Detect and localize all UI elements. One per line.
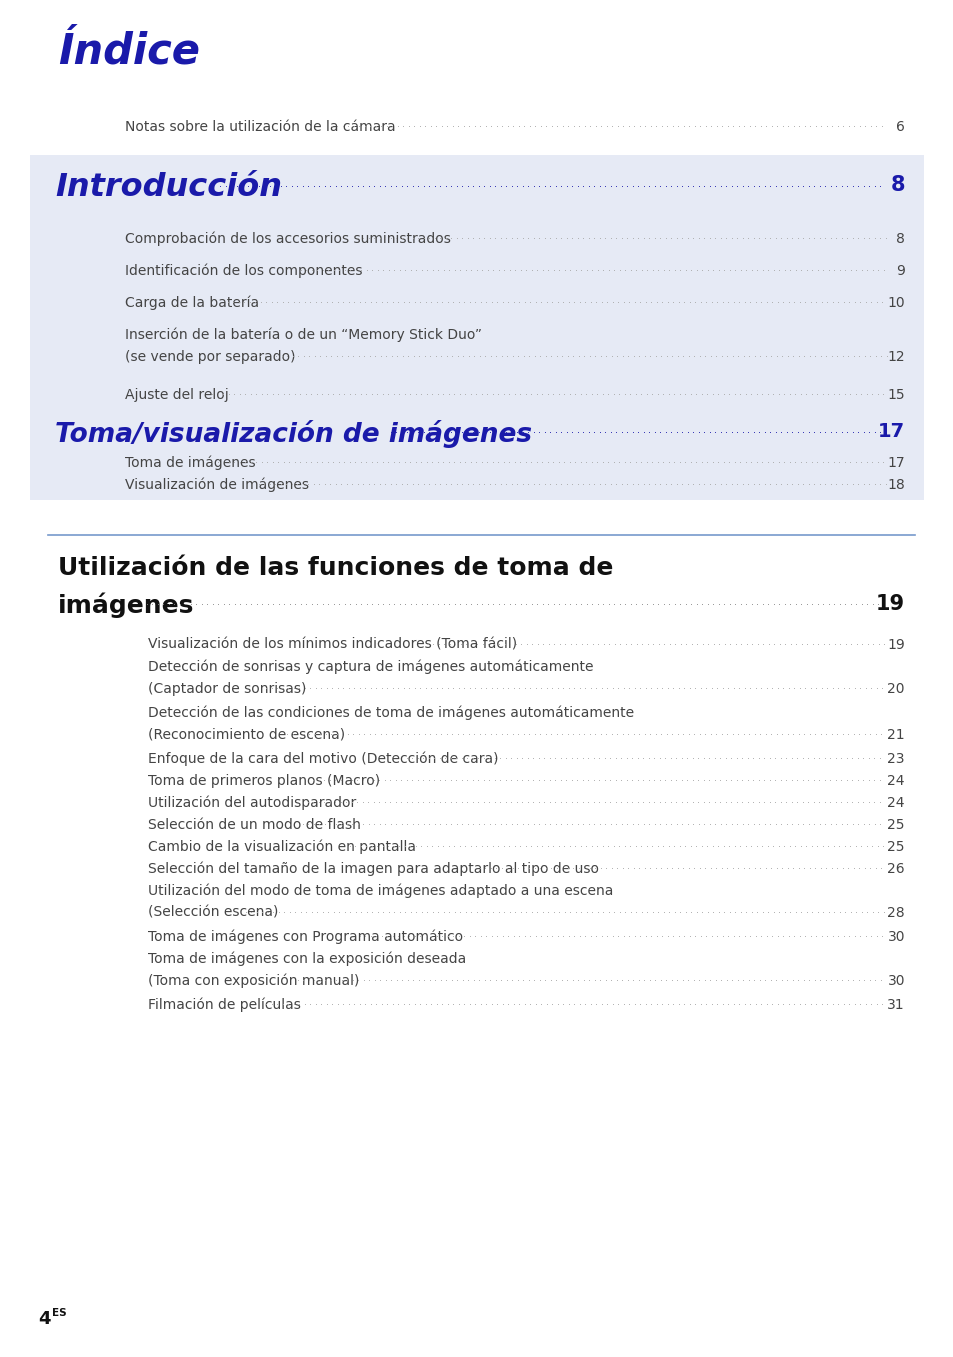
Text: 8: 8 (895, 232, 904, 246)
Text: 31: 31 (886, 997, 904, 1012)
Text: Enfoque de la cara del motivo (Detección de cara): Enfoque de la cara del motivo (Detección… (148, 752, 498, 767)
Text: 28: 28 (886, 906, 904, 920)
Text: Toma de imágenes: Toma de imágenes (125, 456, 255, 471)
Text: Toma de imágenes con Programa automático: Toma de imágenes con Programa automático (148, 930, 462, 944)
Text: 17: 17 (886, 456, 904, 470)
Text: 17: 17 (877, 422, 904, 441)
Text: Ajuste del reloj: Ajuste del reloj (125, 388, 229, 402)
Text: ES: ES (52, 1308, 67, 1318)
Text: 25: 25 (886, 818, 904, 832)
Text: Identificación de los componentes: Identificación de los componentes (125, 265, 362, 278)
Text: (Captador de sonrisas): (Captador de sonrisas) (148, 683, 306, 696)
Bar (30, 155, 923, 499)
Text: Filmación de películas: Filmación de películas (148, 997, 300, 1012)
Text: Introducción: Introducción (55, 172, 282, 204)
Text: (Reconocimiento de escena): (Reconocimiento de escena) (148, 727, 345, 742)
Text: 30: 30 (886, 930, 904, 944)
Text: (Selección escena): (Selección escena) (148, 906, 278, 920)
Text: 25: 25 (886, 840, 904, 854)
Text: 15: 15 (886, 388, 904, 402)
Text: 9: 9 (895, 265, 904, 278)
Text: Comprobación de los accesorios suministrados: Comprobación de los accesorios suministr… (125, 232, 451, 247)
Text: 24: 24 (886, 797, 904, 810)
Text: Utilización del autodisparador: Utilización del autodisparador (148, 797, 355, 810)
Text: 12: 12 (886, 350, 904, 364)
Text: Utilización de las funciones de toma de: Utilización de las funciones de toma de (58, 556, 613, 579)
Text: Cambio de la visualización en pantalla: Cambio de la visualización en pantalla (148, 840, 416, 855)
Text: Detección de sonrisas y captura de imágenes automáticamente: Detección de sonrisas y captura de imáge… (148, 660, 593, 674)
Text: (se vende por separado): (se vende por separado) (125, 350, 295, 364)
Text: 6: 6 (895, 119, 904, 134)
Text: Visualización de los mínimos indicadores (Toma fácil): Visualización de los mínimos indicadores… (148, 638, 517, 651)
Text: imágenes: imágenes (58, 592, 194, 617)
Text: Toma de primeros planos (Macro): Toma de primeros planos (Macro) (148, 773, 379, 788)
Text: Carga de la batería: Carga de la batería (125, 296, 259, 311)
Text: (Toma con exposición manual): (Toma con exposición manual) (148, 974, 359, 988)
Text: 19: 19 (886, 638, 904, 651)
Text: 4: 4 (38, 1310, 51, 1329)
Text: Utilización del modo de toma de imágenes adaptado a una escena: Utilización del modo de toma de imágenes… (148, 883, 613, 898)
Text: 21: 21 (886, 727, 904, 742)
Text: Toma de imágenes con la exposición deseada: Toma de imágenes con la exposición desea… (148, 953, 466, 966)
Text: Toma/visualización de imágenes: Toma/visualización de imágenes (55, 421, 532, 448)
Text: 23: 23 (886, 752, 904, 765)
Text: Inserción de la batería o de un “Memory Stick Duo”: Inserción de la batería o de un “Memory … (125, 328, 481, 342)
Text: Visualización de imágenes: Visualización de imágenes (125, 478, 309, 493)
Text: Selección de un modo de flash: Selección de un modo de flash (148, 818, 360, 832)
Text: Notas sobre la utilización de la cámara: Notas sobre la utilización de la cámara (125, 119, 395, 134)
Text: 19: 19 (875, 594, 904, 613)
Text: Selección del tamaño de la imagen para adaptarlo al tipo de uso: Selección del tamaño de la imagen para a… (148, 862, 598, 877)
Text: Detección de las condiciones de toma de imágenes automáticamente: Detección de las condiciones de toma de … (148, 706, 634, 721)
Text: 24: 24 (886, 773, 904, 788)
Text: 26: 26 (886, 862, 904, 877)
Text: 10: 10 (886, 296, 904, 309)
Text: Índice: Índice (58, 30, 200, 72)
Text: 8: 8 (889, 175, 904, 195)
Text: 30: 30 (886, 974, 904, 988)
Text: 20: 20 (886, 683, 904, 696)
Text: 18: 18 (886, 478, 904, 493)
